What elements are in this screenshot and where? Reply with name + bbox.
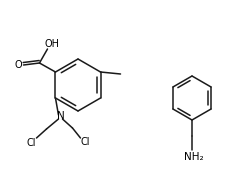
Text: OH: OH <box>45 39 60 49</box>
Text: Cl: Cl <box>27 138 36 148</box>
Text: N: N <box>57 111 64 121</box>
Text: Cl: Cl <box>81 137 90 147</box>
Text: NH₂: NH₂ <box>184 152 204 162</box>
Text: O: O <box>15 60 22 70</box>
